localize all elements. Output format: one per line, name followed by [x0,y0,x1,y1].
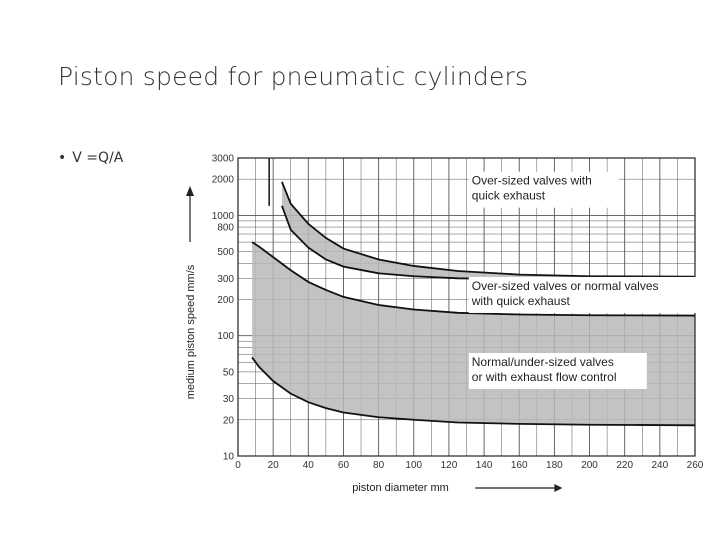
y-axis-title: medium piston speed mm/s [185,264,197,399]
annotation-text-1: Over-sized valves with [472,174,592,188]
x-tick-label: 80 [373,460,385,471]
piston-speed-chart: 0 20 40 60 80 100 120 140 160 180 200 220 240 260 10 20… [185,154,704,495]
annotation-text-2: Over-sized valves or normal valves [472,279,659,293]
y-tick-label: 20 [223,415,235,426]
x-tick-label: 0 [235,460,241,471]
band-upper-curve-2 [251,241,696,317]
y-tick-label: 500 [217,247,234,258]
x-tick-label: 220 [616,460,633,471]
annotation-box-1 [468,171,619,208]
y-tick-label: 10 [223,452,235,463]
y-tick-label: 800 [217,223,234,234]
x-tick-label: 140 [476,460,493,471]
y-tick-label: 100 [217,331,234,342]
annotation-text-3: Normal/under-sized valves [472,355,614,369]
y-tick-label: 3000 [212,154,235,165]
annotation-box-3 [468,352,647,389]
band-lower-curve-2 [251,356,696,427]
y-tick-label: 50 [223,367,235,378]
annotation-text-3: or with exhaust flow control [472,370,617,384]
bullet-marker: • [58,150,67,166]
x-tick-label: 60 [338,460,350,471]
x-tick-label: 100 [405,460,422,471]
slide-title: Piston speed for pneumatic cylinders [58,62,529,91]
band-upper-curve-1 [281,181,696,278]
x-tick-label: 20 [268,460,280,471]
x-tick-label: 180 [546,460,563,471]
x-axis-title: piston diameter mm [352,482,449,494]
x-tick-label: 240 [652,460,669,471]
x-tick-label: 260 [687,460,704,471]
y-tick-label: 200 [217,295,234,306]
y-tick-label: 2000 [212,175,235,186]
bullet-item: • V =Q/A [58,150,123,166]
chart-ticks: 0 20 40 60 80 100 120 140 160 180 200 220 240 260 10 20… [212,154,704,472]
annotation-text-2: with quick exhaust [471,294,571,308]
x-tick-label: 200 [581,460,598,471]
x-tick-label: 120 [441,460,458,471]
y-tick-label: 300 [217,274,234,285]
annotation-text-1: quick exhaust [472,189,546,203]
chart-axis-titles: medium piston speed mm/s piston diameter… [185,264,449,494]
y-tick-label: 30 [223,394,235,405]
x-tick-label: 40 [303,460,315,471]
y-tick-label: 1000 [212,211,235,222]
y-axis-arrow-head [186,186,194,196]
x-tick-label: 160 [511,460,528,471]
band-area-2 [252,242,696,426]
annotation-box-2 [468,276,699,313]
bullet-text: V =Q/A [72,150,124,166]
x-axis-arrow-head [554,484,563,492]
